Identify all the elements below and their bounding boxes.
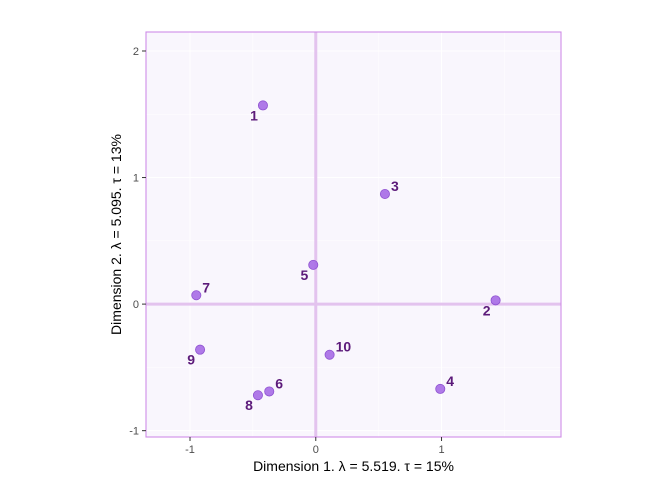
data-point [324, 349, 335, 360]
y-tick-label: 2 [133, 46, 139, 58]
y-axis-title: Dimension 2. λ = 5.095. τ = 13% [108, 134, 124, 335]
data-points [191, 100, 501, 401]
y-tick-label: 1 [133, 173, 139, 185]
y-tick-label: -1 [129, 426, 139, 438]
x-axis: -1 0 1 [185, 437, 445, 456]
point-label: 6 [275, 375, 283, 391]
data-point [195, 344, 206, 355]
x-tick-label: 1 [438, 444, 444, 456]
y-tick-label: 0 [133, 299, 139, 311]
point-label: 2 [483, 302, 491, 318]
point-label: 4 [446, 373, 454, 389]
data-point [379, 188, 390, 199]
point-label: 9 [187, 352, 195, 368]
data-point [435, 383, 446, 394]
data-point [252, 390, 263, 401]
data-point [191, 290, 202, 301]
x-tick-label: -1 [185, 444, 195, 456]
data-point [257, 100, 268, 111]
point-label: 3 [391, 178, 399, 194]
point-label: 7 [202, 279, 210, 295]
plot-panel: 1 2 3 4 5 6 7 8 9 10 [145, 31, 562, 438]
y-axis: -1 0 1 2 [129, 46, 146, 438]
panel-border [145, 31, 562, 438]
point-label: 10 [336, 339, 352, 355]
x-tick-label: 0 [313, 444, 319, 456]
point-label: 5 [300, 267, 308, 283]
data-point [264, 386, 275, 397]
data-point [490, 295, 501, 306]
panel-background [146, 32, 561, 437]
point-labels: 1 2 3 4 5 6 7 8 9 10 [187, 107, 491, 413]
data-point [308, 259, 319, 270]
reference-lines [146, 32, 561, 437]
x-axis-title: Dimension 1. λ = 5.519. τ = 15% [253, 458, 454, 474]
point-label: 1 [250, 107, 258, 123]
point-label: 8 [245, 397, 253, 413]
